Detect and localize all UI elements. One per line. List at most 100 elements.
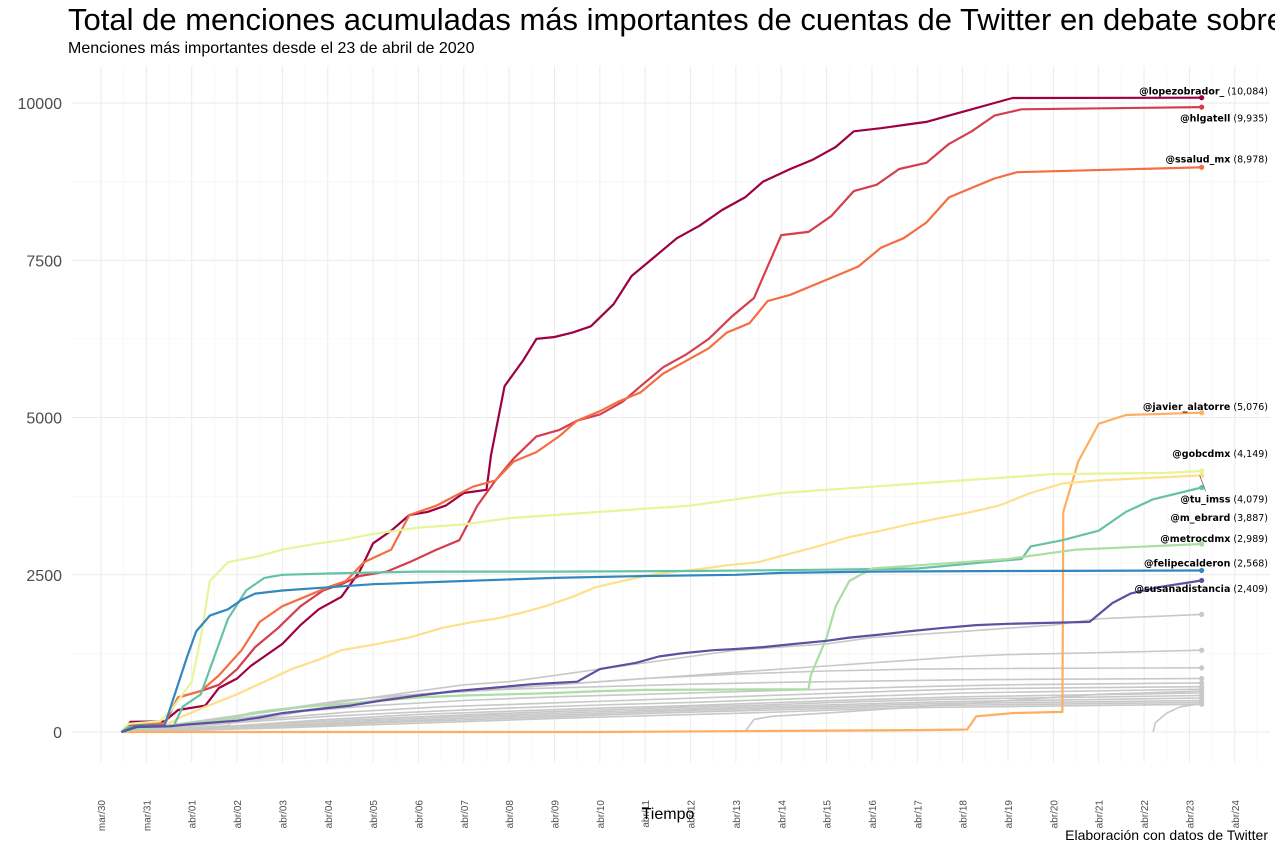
series-end-point: [1199, 611, 1205, 617]
y-tick-label: 2500: [26, 568, 62, 585]
x-tick-label: abr/09: [551, 800, 562, 829]
x-tick-label: abr/15: [823, 800, 834, 829]
series-line: [120, 486, 1202, 733]
series-line-background: [1152, 702, 1202, 733]
series-labels: @lopezobrador_ (10,084) @hlgatell (9,935)…: [1134, 87, 1268, 596]
series-label: @tu_imss (4,079): [1180, 494, 1268, 505]
x-tick-label: abr/03: [278, 800, 289, 829]
series-line-background: [121, 697, 1202, 733]
series-label: @hlgatell (9,935): [1180, 114, 1268, 125]
series-line-background: [744, 690, 1202, 733]
x-tick-label: abr/08: [505, 800, 516, 829]
series-label-value: (2,568): [1230, 558, 1268, 569]
series-end-point: [1199, 665, 1205, 671]
x-tick-label: abr/24: [1231, 800, 1242, 829]
series-label-value: (2,409): [1230, 584, 1268, 595]
series-label-value: (2,989): [1230, 534, 1268, 545]
series-label-account: @m_ebrard: [1170, 513, 1230, 524]
series-line-background: [121, 685, 1202, 733]
x-tick-label: abr/20: [1049, 800, 1060, 829]
x-tick-label: abr/23: [1185, 800, 1196, 829]
series-end-point: [1199, 680, 1205, 686]
series-label-account: @felipecalderon: [1144, 558, 1231, 569]
series-label-account: @tu_imss: [1180, 494, 1230, 505]
series-label: @lopezobrador_ (10,084): [1139, 87, 1268, 98]
series-label-account: @lopezobrador_: [1139, 87, 1224, 98]
series-line: [120, 569, 1202, 734]
series-end-point: [1199, 541, 1205, 547]
x-tick-label: abr/14: [777, 800, 788, 829]
series-label: @metrocdmx (2,989): [1160, 534, 1268, 545]
chart-subtitle: Menciones más importantes desde el 23 de…: [68, 40, 475, 57]
series-label-value: (4,079): [1230, 494, 1268, 505]
x-axis-title: Tiempo: [642, 806, 695, 823]
grid-minor: [72, 66, 1270, 762]
series-line: [120, 96, 1202, 733]
y-tick-label: 0: [53, 725, 62, 742]
series-end-point: [1199, 675, 1205, 682]
y-tick-label: 5000: [26, 411, 62, 428]
series-label-account: @hlgatell: [1180, 114, 1230, 125]
x-tick-label: abr/02: [233, 800, 244, 829]
series-label-value: (10,084): [1224, 87, 1268, 98]
series-line-background: [121, 694, 1202, 733]
series-label: @m_ebrard (3,887): [1170, 513, 1268, 524]
x-tick-label: abr/10: [596, 800, 607, 829]
x-tick-label: abr/13: [732, 800, 743, 829]
series-label-account: @javier_alatorre: [1143, 402, 1230, 413]
x-tick-label: abr/16: [868, 800, 879, 829]
series-end-point: [1199, 95, 1205, 101]
x-axis: mar/30 mar/31 abr/01 abr/02 abr/03 abr/04 abr/…: [97, 800, 1242, 832]
x-tick-label: abr/11: [641, 800, 652, 828]
series-label: @javier_alatorre (5,076): [1143, 402, 1268, 413]
series-line-background: [121, 692, 1202, 733]
series-line-background: [121, 682, 1202, 733]
x-tick-label: mar/31: [142, 800, 153, 832]
x-tick-label: abr/06: [414, 800, 425, 829]
series-line-background: [121, 688, 1202, 733]
series-end-point: [1199, 701, 1205, 707]
x-tick-label: abr/12: [687, 800, 698, 829]
y-tick-label: 10000: [18, 96, 63, 113]
series-label: @felipecalderon (2,568): [1144, 558, 1268, 569]
series-label-value: (3,887): [1230, 513, 1268, 524]
x-tick-label: abr/04: [324, 800, 335, 829]
y-tick-label: 7500: [26, 253, 62, 270]
series-label-value: (8,978): [1230, 155, 1268, 166]
x-tick-label: mar/30: [97, 800, 108, 832]
series-end-point: [1199, 468, 1205, 474]
series-label-account: @susanadistancia: [1134, 584, 1230, 595]
series-line: [120, 166, 1202, 733]
label-leader-line: [1199, 475, 1206, 492]
series-label-value: (9,935): [1230, 114, 1268, 125]
series-label-account: @gobcdmx: [1172, 449, 1230, 460]
series-label-value: (5,076): [1230, 402, 1268, 413]
series-line: [121, 579, 1202, 734]
x-tick-label: abr/19: [1004, 800, 1015, 829]
series-line-background: [121, 701, 1202, 733]
series-end-point: [1199, 567, 1205, 574]
x-tick-label: abr/07: [460, 800, 471, 829]
x-tick-label: abr/01: [188, 800, 199, 829]
x-tick-label: abr/21: [1095, 800, 1106, 829]
series-line: [120, 106, 1202, 733]
series-end-point: [1199, 164, 1205, 170]
series-label-account: @metrocdmx: [1160, 534, 1230, 545]
series-label-value: (4,149): [1230, 449, 1268, 460]
series-end-point: [1199, 104, 1205, 110]
series-line-background: [121, 699, 1202, 733]
chart-caption: Elaboración con datos de Twitter: [1065, 827, 1268, 843]
series-end-point: [1199, 688, 1205, 694]
x-tick-label: abr/22: [1140, 800, 1151, 829]
chart-title: Total de menciones acumuladas más import…: [68, 2, 1275, 37]
series-end-point: [1199, 410, 1205, 416]
x-tick-label: abr/05: [369, 800, 380, 829]
series-label: @gobcdmx (4,149): [1172, 449, 1268, 460]
series-line-background: [121, 703, 1202, 733]
y-axis: 0 2500 5000 7500 10000: [18, 96, 63, 742]
series-label: @susanadistancia (2,409): [1134, 584, 1268, 595]
series-line: [120, 474, 1202, 734]
series-end-point: [1199, 647, 1205, 653]
x-tick-label: abr/18: [959, 800, 970, 829]
series-line-background: [121, 677, 1202, 733]
